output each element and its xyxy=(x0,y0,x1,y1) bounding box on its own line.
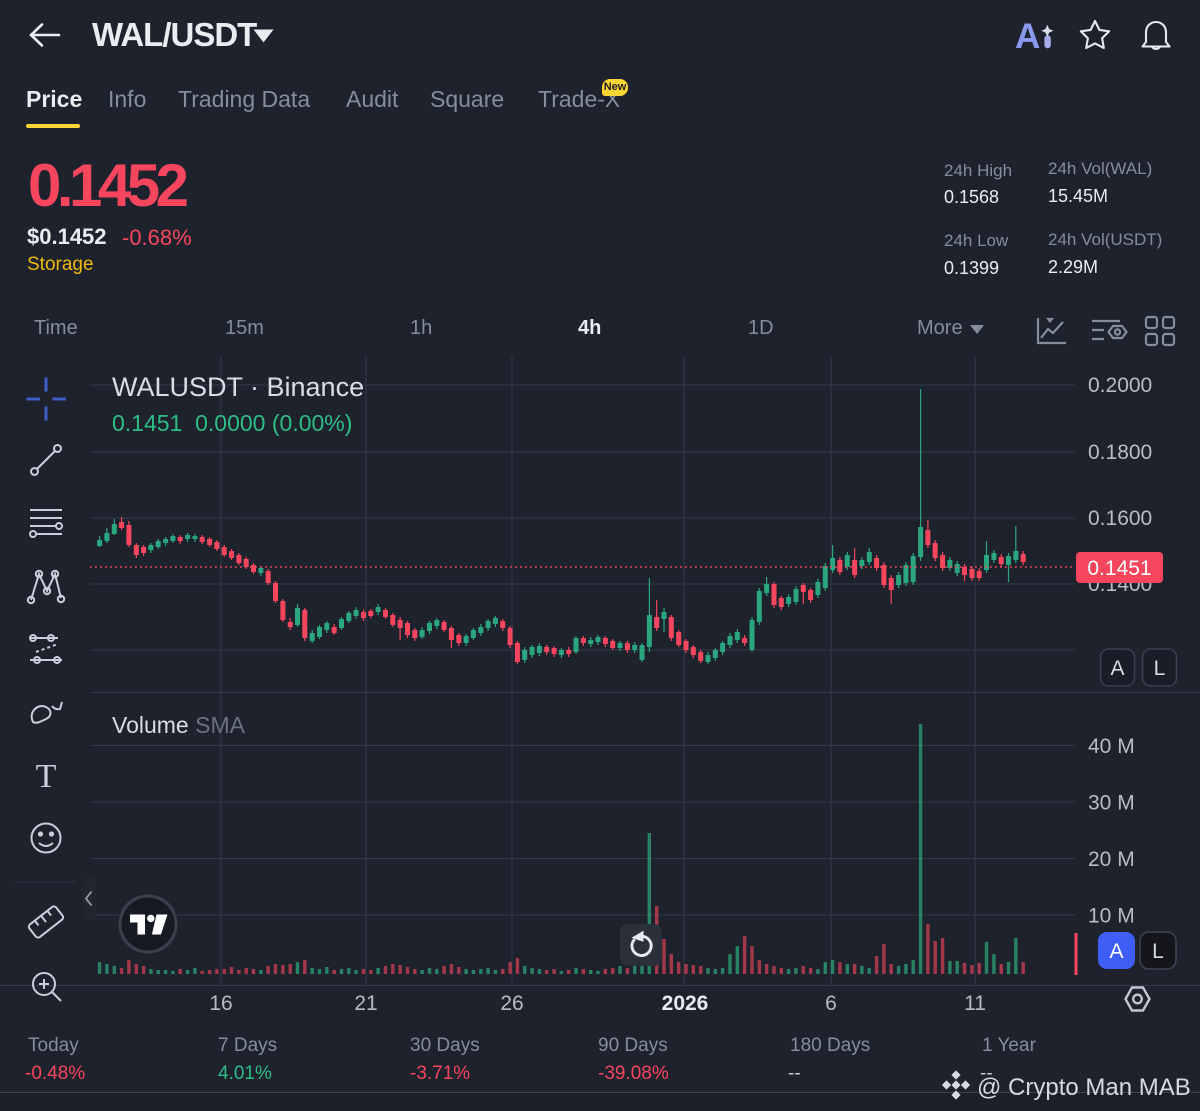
svg-text:L: L xyxy=(1152,940,1164,963)
svg-text:0.1451 0.0000 (0.00%): 0.1451 0.0000 (0.00%) xyxy=(112,410,352,436)
svg-text:30 M: 30 M xyxy=(1088,792,1135,815)
svg-text:26: 26 xyxy=(500,992,523,1015)
svg-text:A: A xyxy=(1109,940,1123,963)
svg-text:0.2000: 0.2000 xyxy=(1088,374,1152,397)
svg-text:6: 6 xyxy=(825,992,837,1015)
svg-text:WALUSDT · Binance: WALUSDT · Binance xyxy=(112,372,364,402)
svg-text:11: 11 xyxy=(964,992,986,1015)
svg-text:16: 16 xyxy=(209,992,232,1015)
svg-text:Volume SMA: Volume SMA xyxy=(112,712,246,738)
svg-text:0.1600: 0.1600 xyxy=(1088,507,1152,530)
svg-text:A: A xyxy=(1015,17,1040,56)
svg-text:A: A xyxy=(1110,657,1124,680)
svg-text:10 M: 10 M xyxy=(1088,905,1135,928)
svg-text:0.1451: 0.1451 xyxy=(1087,557,1151,580)
svg-text:L: L xyxy=(1154,657,1166,680)
svg-text:20 M: 20 M xyxy=(1088,848,1135,871)
svg-text:21: 21 xyxy=(354,992,377,1015)
svg-text:@ Crypto Man MAB: @ Crypto Man MAB xyxy=(977,1074,1191,1101)
svg-text:0.1800: 0.1800 xyxy=(1088,441,1152,464)
svg-text:T: T xyxy=(36,758,57,795)
svg-text:2026: 2026 xyxy=(662,992,709,1015)
svg-text:WAL/USDT: WAL/USDT xyxy=(92,16,257,53)
svg-text:40 M: 40 M xyxy=(1088,735,1135,758)
